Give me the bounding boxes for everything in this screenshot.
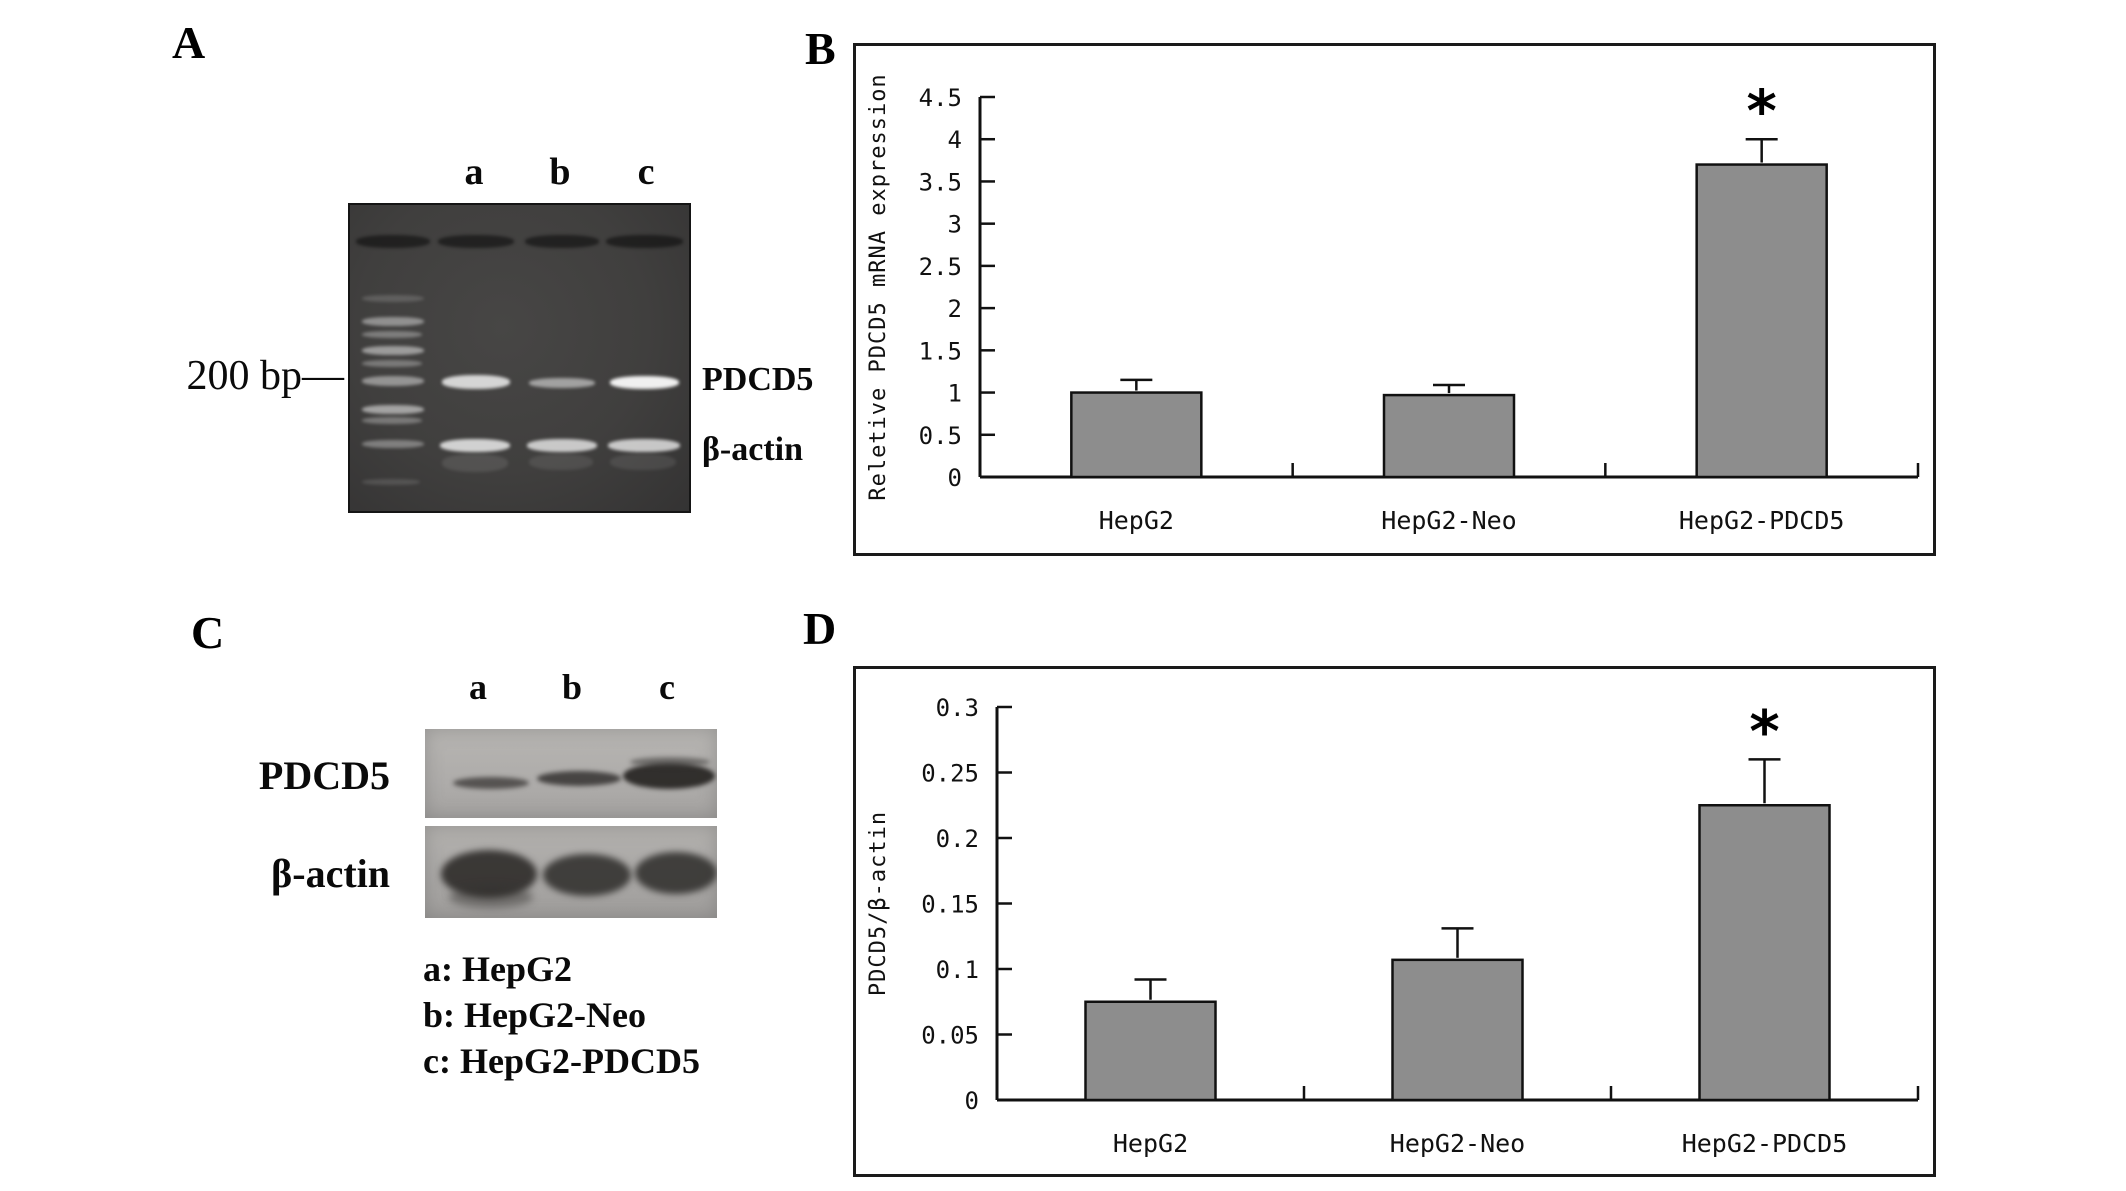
pdcd5-band-lane-b: [529, 378, 595, 388]
legend-line-a: a: HepG2: [423, 949, 572, 989]
pdcd5-band-lane-c: [610, 376, 679, 389]
panel-c-bactin-band-label: β-actin: [271, 851, 390, 896]
gel-smear: [610, 454, 676, 470]
x-category-label: HepG2: [1099, 506, 1174, 535]
gel-well-lane-a: [438, 235, 514, 248]
gel-well-lane-b: [525, 235, 599, 248]
legend-line-b: b: HepG2-Neo: [423, 995, 646, 1035]
x-category-label: HepG2-PDCD5: [1679, 506, 1845, 535]
ladder-band: [362, 317, 424, 326]
panel-c-lane-label-c: c: [659, 667, 675, 707]
gel-image: [348, 203, 691, 513]
gel-well-ladder: [356, 235, 430, 248]
legend-line-c: c: HepG2-PDCD5: [423, 1041, 700, 1081]
panel-c-lane-label-a: a: [469, 667, 487, 707]
y-tick-label: 4: [948, 126, 962, 154]
bactin-blot-band-c: [635, 852, 717, 894]
bactin-blot-smear-a: [449, 886, 533, 908]
western-blot-pdcd5: [425, 729, 717, 818]
chart-frame: [853, 666, 1936, 1177]
panel-a-bactin-band-label: β-actin: [702, 431, 804, 468]
y-tick-label: 0: [948, 464, 962, 492]
panel-a-pdcd5-band-label: PDCD5: [702, 361, 814, 398]
y-tick-label: 0.15: [921, 891, 979, 919]
pdcd5-blot-band-c-upper: [630, 757, 710, 767]
bar: [1695, 163, 1828, 479]
chart-frame: [853, 43, 1936, 556]
gel-smear: [529, 454, 593, 470]
bactin-blot-band-a: [441, 850, 537, 898]
y-axis-label: Reletive PDCD5 mRNA expression: [866, 73, 891, 500]
ladder-band: [362, 440, 424, 448]
bar: [1382, 393, 1516, 479]
y-axis-label: PDCD5/β-actin: [866, 811, 891, 996]
panel-a-lane-label-a: a: [464, 151, 484, 193]
gel-smear: [442, 454, 508, 472]
y-tick-label: 3.5: [919, 168, 962, 196]
y-tick-label: 0.2: [936, 825, 979, 853]
y-tick-label: 0.05: [921, 1022, 979, 1050]
y-tick-label: 3: [948, 211, 962, 239]
panel-a-lane-label-b: b: [549, 151, 571, 193]
ladder-band: [362, 405, 424, 414]
bar: [1070, 391, 1203, 479]
y-tick-label: 2.5: [919, 253, 962, 281]
panel-d-label: D: [803, 603, 837, 654]
ladder-band: [362, 331, 422, 338]
y-tick-label: 0: [965, 1087, 979, 1115]
pdcd5-blot-band-a: [453, 777, 529, 789]
x-category-label: HepG2-PDCD5: [1682, 1129, 1848, 1158]
bactin-blot-band-b: [543, 854, 631, 896]
y-tick-label: 2: [948, 295, 962, 323]
gel-well-lane-c: [606, 235, 683, 248]
y-tick-label: 0.25: [921, 760, 979, 788]
significance-marker: *: [1749, 697, 1779, 765]
x-category-label: HepG2: [1113, 1129, 1188, 1158]
y-tick-label: 1.5: [919, 337, 962, 365]
pdcd5-blot-band-c: [623, 763, 715, 789]
panel-c-lane-label-b: b: [561, 667, 583, 707]
significance-marker: *: [1746, 77, 1776, 145]
bactin-band-lane-a: [440, 439, 510, 452]
ladder-band: [362, 346, 424, 355]
western-blot-bactin: [425, 826, 717, 918]
ladder-band: [362, 417, 422, 424]
bactin-band-lane-b: [527, 439, 597, 452]
size-marker-label: 200 bp—: [186, 353, 345, 399]
bar: [1391, 958, 1524, 1102]
bar: [1698, 804, 1831, 1102]
pdcd5-band-lane-a: [442, 375, 510, 389]
panel-c-label: C: [191, 607, 225, 658]
panel-c-legend: a: HepG2 b: HepG2-Neo c: HepG2-PDCD5: [423, 946, 700, 1084]
bar: [1084, 1000, 1217, 1102]
panel-d-chart: 0 0.05 0.1 0.15 0.2 0.25 0.3 HepG2 HepG2-Neo HepG…: [853, 666, 1936, 1177]
pdcd5-blot-band-b: [537, 771, 621, 786]
ladder-band-200bp: [362, 376, 424, 386]
x-category-label: HepG2-Neo: [1381, 506, 1516, 535]
bactin-band-lane-c: [608, 439, 680, 452]
ladder-band: [362, 360, 422, 367]
y-tick-label: 4.5: [919, 84, 962, 112]
x-category-label: HepG2-Neo: [1390, 1129, 1525, 1158]
panel-c-pdcd5-band-label: PDCD5: [258, 753, 390, 798]
y-tick-label: 1: [948, 380, 962, 408]
y-tick-label: 0.5: [919, 422, 962, 450]
panel-a-label: A: [172, 17, 206, 68]
y-tick-label: 0.1: [936, 956, 979, 984]
ladder-band: [362, 295, 424, 302]
ladder-band: [362, 479, 420, 485]
panel-b-label: B: [805, 23, 836, 74]
panel-a-lane-label-c: c: [637, 151, 655, 193]
y-tick-label: 0.3: [936, 694, 979, 722]
panel-b-chart: 0 0.5 1 1.5 2 2.5 3 3.5 4 4.5 HepG2 HepG2-Neo HepG2-…: [853, 43, 1936, 556]
